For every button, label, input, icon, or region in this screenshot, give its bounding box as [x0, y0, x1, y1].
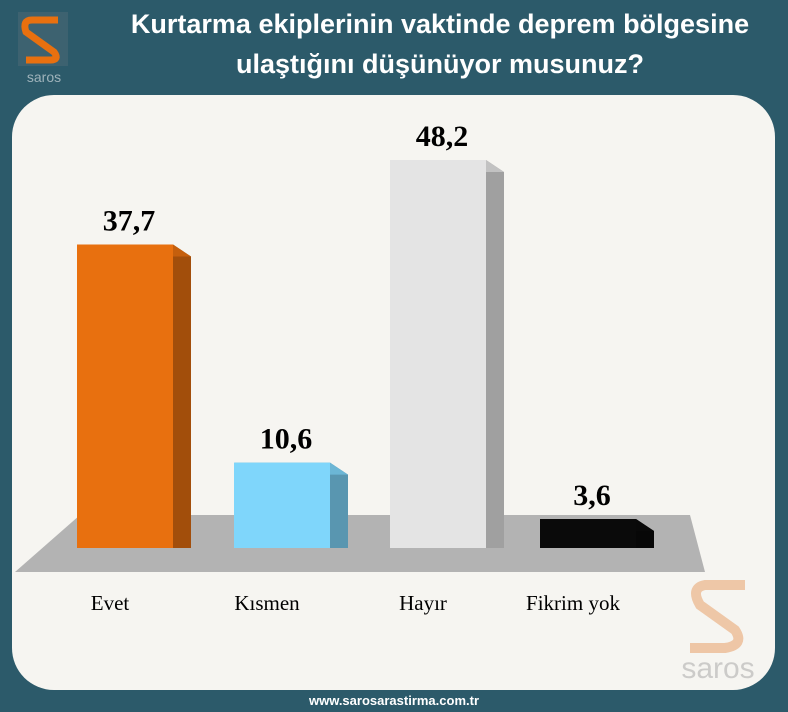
watermark-text: saros	[681, 652, 754, 685]
logo-s	[21, 16, 60, 64]
x-tick-label: Kısmen	[234, 591, 300, 615]
x-tick-label: Hayır	[399, 591, 447, 615]
footer: www.sarosarastirma.com.tr	[308, 693, 480, 708]
logo-text: saros	[27, 69, 61, 85]
x-tick-label: Evet	[91, 591, 130, 615]
x-tick-label: Fikrim yok	[526, 591, 620, 615]
chart-title: Kurtarma ekiplerinin vaktinde deprem böl…	[130, 9, 750, 79]
bar	[234, 462, 330, 548]
bar	[77, 244, 173, 548]
value-label: 10,6	[260, 423, 313, 456]
watermark-s	[690, 580, 745, 653]
logo: saros	[14, 10, 74, 88]
value-label: 48,2	[416, 120, 469, 153]
value-label: 37,7	[103, 205, 156, 238]
logo-icon: saros	[18, 12, 68, 85]
bar	[540, 519, 636, 548]
watermark-logo: saros	[681, 580, 755, 685]
bar-side	[486, 159, 504, 549]
bar-side	[173, 244, 191, 548]
bar-side	[330, 462, 348, 548]
bar	[390, 159, 486, 549]
value-label: 3,6	[573, 479, 611, 512]
